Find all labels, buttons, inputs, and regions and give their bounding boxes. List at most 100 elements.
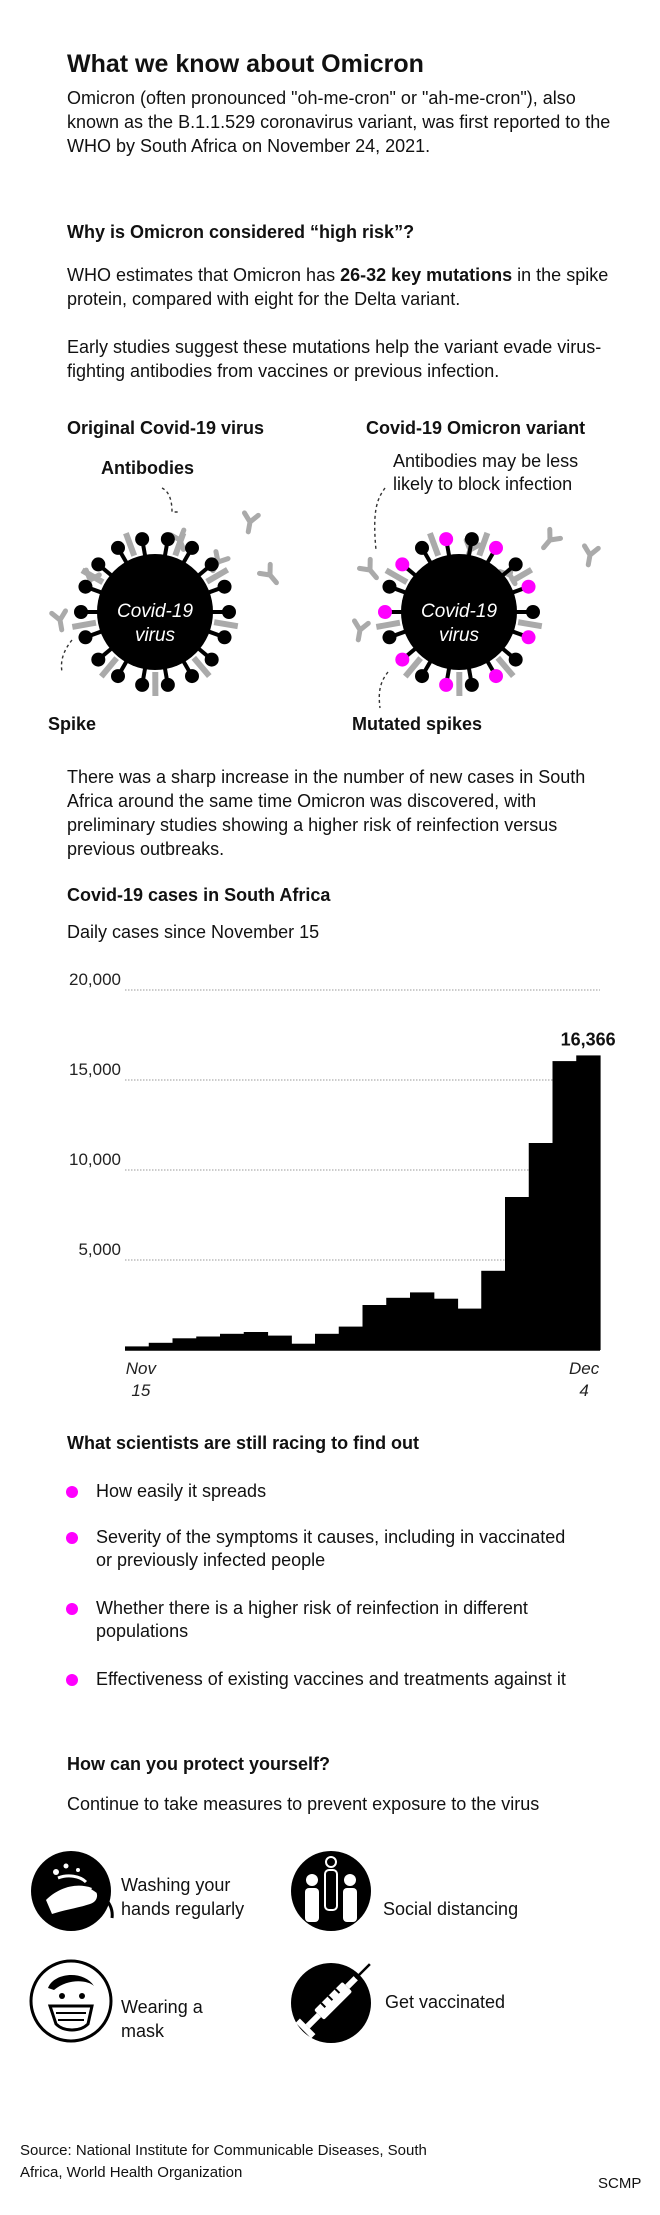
bound-antibody-icon (402, 656, 423, 679)
bar-dec-4 (576, 1055, 601, 1350)
mutated-spike-tip (395, 557, 410, 572)
bar-nov-17 (172, 1338, 197, 1350)
bar-nov-24 (338, 1326, 364, 1350)
virus-core (97, 554, 213, 670)
unknown-item-text: Whether there is a higher risk of reinfe… (96, 1598, 528, 1641)
spike-tip (78, 579, 93, 594)
antibodies-label: Antibodies (101, 458, 194, 478)
original-virus-illustration (49, 510, 279, 697)
bullet-dot-icon (66, 1486, 78, 1498)
mutated-spike-tip (521, 579, 536, 594)
risk-question: Why is Omicron considered “high risk”? (67, 222, 415, 242)
antibodies-leader-line (161, 487, 180, 513)
bar-dec-3 (552, 1061, 577, 1350)
unknown-item-text: Severity of the symptoms it causes, incl… (96, 1527, 566, 1570)
chart-title: Covid-19 cases in South Africa (67, 885, 331, 905)
x-end-label: Dec 4 (569, 1359, 600, 1400)
mutated-leader-line (378, 671, 389, 709)
spike-tip (217, 630, 232, 645)
bound-antibody-icon (375, 619, 401, 630)
bound-antibody-icon (495, 655, 516, 679)
bullet-dot-icon (66, 1532, 78, 1544)
bar-nov-21 (267, 1335, 292, 1350)
bar-nov-28 (433, 1298, 459, 1350)
bound-antibody-icon (98, 656, 119, 679)
antibody-icon (541, 526, 564, 551)
bar-nov-16 (148, 1342, 174, 1350)
bar-nov-22 (291, 1343, 316, 1350)
risk-paragraph-1: WHO estimates that Omicron has 26-32 key… (67, 265, 609, 309)
virus-core (401, 554, 517, 670)
unknown-item: Severity of the symptoms it causes, incl… (66, 1526, 566, 1572)
mutated-spike-tip (378, 605, 392, 619)
spike-tip (464, 532, 479, 547)
spike-tip (222, 605, 236, 619)
unknowns-title: What scientists are still racing to find… (67, 1433, 420, 1453)
cases-intro: There was a sharp increase in the number… (67, 767, 586, 859)
bar-nov-18 (196, 1336, 221, 1350)
bar-nov-19 (220, 1333, 245, 1350)
spike-tip (217, 579, 232, 594)
mutations-highlight: 26-32 key mutations (340, 265, 513, 285)
y-tick-label: 5,000 (78, 1240, 121, 1259)
bar-nov-30 (481, 1270, 506, 1350)
page-title: What we know about Omicron (67, 50, 424, 78)
omicron-antibody-note: Antibodies may be less likely to block i… (393, 451, 579, 494)
bar-nov-29 (457, 1308, 482, 1350)
social-distancing-icon (291, 1851, 371, 1931)
bar-nov-25 (362, 1305, 387, 1350)
spike-tip (160, 677, 175, 692)
unknown-item-text: Effectiveness of existing vaccines and t… (96, 1669, 566, 1689)
source-note: Source: National Institute for Communica… (20, 2142, 427, 2181)
bar-nov-23 (315, 1333, 340, 1350)
spike-leader-line (60, 639, 73, 673)
bar-nov-27 (410, 1292, 435, 1350)
spike-tip (91, 652, 106, 667)
protect-title: How can you protect yourself? (67, 1754, 331, 1774)
mutated-spike-tip (439, 532, 454, 547)
spike-tip (464, 677, 479, 692)
antibody-icon (256, 561, 279, 586)
chart-subtitle: Daily cases since November 15 (67, 922, 320, 942)
antibody-icon (351, 618, 371, 643)
original-core-label: Covid-19 virus (116, 601, 194, 646)
mutated-spike-tip (489, 669, 503, 684)
omicron-virus-illustration (351, 526, 601, 697)
bar-nov-15 (125, 1346, 150, 1350)
bound-antibody-icon (384, 567, 409, 585)
spike-tip (91, 557, 106, 572)
spike-tip (415, 669, 429, 684)
bar-dec-1 (505, 1197, 530, 1350)
spike-tip (415, 540, 429, 555)
bound-antibody-icon (509, 567, 534, 585)
x-start-label: Nov 15 (126, 1359, 158, 1400)
bound-antibody-icon (427, 532, 442, 557)
bullet-dot-icon (66, 1603, 78, 1615)
cases-bar-chart: 5,000 10,000 15,000 20,000 16,366 Nov 15 Dec 4 (69, 970, 616, 1400)
bound-antibody-icon (205, 567, 230, 585)
unknown-item: Whether there is a higher risk of reinfe… (66, 1597, 566, 1643)
spike-label: Spike (48, 714, 97, 734)
spike-tip (135, 677, 150, 692)
brand-logo-text: SCMP (598, 2175, 642, 2192)
virus-illustrations (49, 487, 601, 709)
bound-antibody-icon (172, 531, 187, 557)
y-tick-label: 10,000 (69, 1150, 121, 1169)
antibody-icon (356, 556, 379, 581)
bound-antibody-icon (71, 619, 97, 630)
mutated-spike-tip (521, 630, 536, 645)
bound-antibody-icon (476, 531, 491, 557)
spike-tip (78, 630, 93, 645)
spike-tip (111, 669, 125, 684)
bound-antibody-icon (517, 619, 543, 630)
wear-mask-text: Wearing a mask (121, 1997, 203, 2041)
bound-antibody-icon (191, 655, 212, 679)
bar-nov-20 (243, 1332, 269, 1350)
antibody-icon (241, 510, 261, 535)
mutated-spikes-label: Mutated spikes (352, 714, 483, 734)
spike-tip (185, 669, 199, 684)
mutated-spike-tip (439, 677, 454, 692)
omicron-core-label: Covid-19 virus (420, 601, 498, 646)
omicron-note-leader-line (374, 487, 386, 551)
mutated-spike-tip (489, 540, 503, 555)
